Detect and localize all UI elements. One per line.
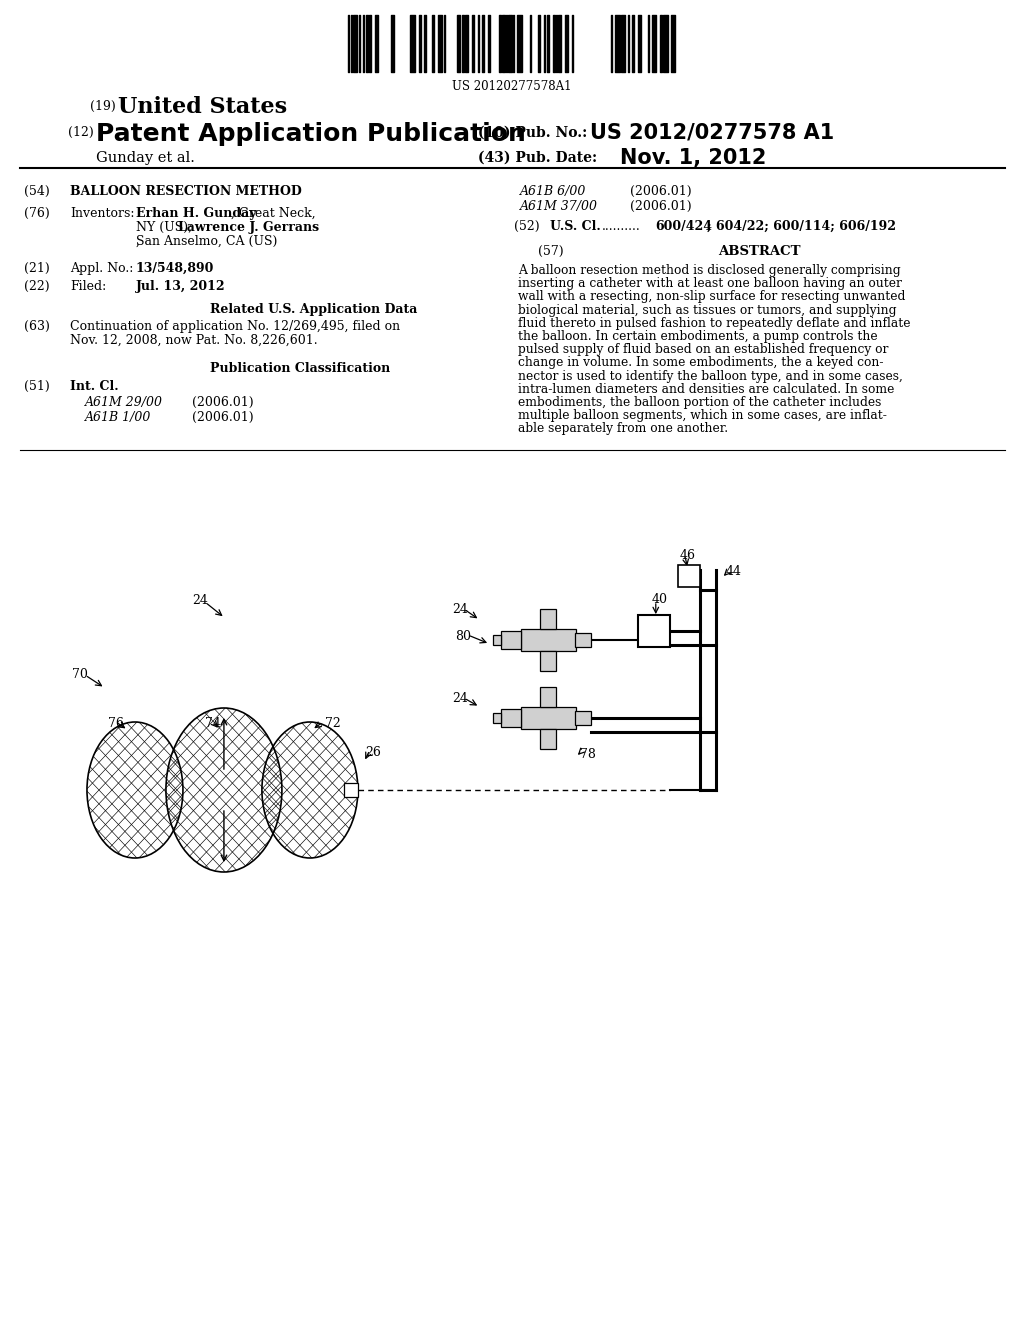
Text: inserting a catheter with at least one balloon having an outer: inserting a catheter with at least one b… xyxy=(518,277,902,290)
Text: ,: , xyxy=(136,235,140,248)
Text: fluid thereto in pulsed fashion to repeatedly deflate and inflate: fluid thereto in pulsed fashion to repea… xyxy=(518,317,910,330)
Text: A61M 29/00: A61M 29/00 xyxy=(85,396,163,409)
Text: embodiments, the balloon portion of the catheter includes: embodiments, the balloon portion of the … xyxy=(518,396,882,409)
Text: Int. Cl.: Int. Cl. xyxy=(70,380,119,393)
Text: (76): (76) xyxy=(24,207,50,220)
Text: A balloon resection method is disclosed generally comprising: A balloon resection method is disclosed … xyxy=(518,264,900,277)
Bar xyxy=(574,634,591,647)
Text: 70: 70 xyxy=(72,668,88,681)
Text: Publication Classification: Publication Classification xyxy=(210,362,390,375)
Text: BALLOON RESECTION METHOD: BALLOON RESECTION METHOD xyxy=(70,185,302,198)
Bar xyxy=(493,635,501,645)
Text: 13/548,890: 13/548,890 xyxy=(136,261,214,275)
Bar xyxy=(540,651,556,671)
Text: 76: 76 xyxy=(108,717,124,730)
Text: (2006.01): (2006.01) xyxy=(630,201,691,213)
Bar xyxy=(574,711,591,725)
Text: Erhan H. Gunday: Erhan H. Gunday xyxy=(136,207,256,220)
Bar xyxy=(678,565,699,587)
Text: 80: 80 xyxy=(455,630,471,643)
Text: 72: 72 xyxy=(325,717,341,730)
Text: (52): (52) xyxy=(514,220,540,234)
Text: (10) Pub. No.:: (10) Pub. No.: xyxy=(478,125,587,140)
Text: pulsed supply of fluid based on an established frequency or: pulsed supply of fluid based on an estab… xyxy=(518,343,888,356)
Text: Continuation of application No. 12/269,495, filed on: Continuation of application No. 12/269,4… xyxy=(70,319,400,333)
Text: (57): (57) xyxy=(538,246,563,257)
Text: Lawrence J. Gerrans: Lawrence J. Gerrans xyxy=(178,220,319,234)
Text: change in volume. In some embodiments, the a keyed con-: change in volume. In some embodiments, t… xyxy=(518,356,884,370)
Text: (2006.01): (2006.01) xyxy=(630,185,691,198)
Text: wall with a resecting, non-slip surface for resecting unwanted: wall with a resecting, non-slip surface … xyxy=(518,290,905,304)
Text: Appl. No.:: Appl. No.: xyxy=(70,261,133,275)
Text: (43) Pub. Date:: (43) Pub. Date: xyxy=(478,150,597,165)
Bar xyxy=(540,729,556,748)
Text: (2006.01): (2006.01) xyxy=(191,411,254,424)
Text: Related U.S. Application Data: Related U.S. Application Data xyxy=(210,304,418,315)
Text: nector is used to identify the balloon type, and in some cases,: nector is used to identify the balloon t… xyxy=(518,370,903,383)
Text: 46: 46 xyxy=(680,549,695,562)
Bar xyxy=(344,783,357,797)
Text: 26: 26 xyxy=(365,746,381,759)
Text: 40: 40 xyxy=(652,593,668,606)
Bar xyxy=(521,708,575,729)
Bar xyxy=(501,631,521,649)
Bar xyxy=(540,686,556,708)
Text: Jul. 13, 2012: Jul. 13, 2012 xyxy=(136,280,225,293)
Text: Patent Application Publication: Patent Application Publication xyxy=(96,121,526,147)
Bar xyxy=(521,630,575,651)
Text: NY (US);: NY (US); xyxy=(136,220,197,234)
Text: ABSTRACT: ABSTRACT xyxy=(719,246,801,257)
Text: 24: 24 xyxy=(191,594,208,607)
Bar xyxy=(493,713,501,723)
Text: 24: 24 xyxy=(452,692,468,705)
Text: (63): (63) xyxy=(24,319,50,333)
Text: intra-lumen diameters and densities are calculated. In some: intra-lumen diameters and densities are … xyxy=(518,383,894,396)
Text: 74: 74 xyxy=(205,717,221,730)
Text: , Great Neck,: , Great Neck, xyxy=(231,207,315,220)
Text: Filed:: Filed: xyxy=(70,280,106,293)
Ellipse shape xyxy=(87,722,183,858)
Ellipse shape xyxy=(262,722,357,858)
Text: San Anselmo, CA (US): San Anselmo, CA (US) xyxy=(136,235,278,248)
Text: Nov. 12, 2008, now Pat. No. 8,226,601.: Nov. 12, 2008, now Pat. No. 8,226,601. xyxy=(70,334,317,347)
Text: (54): (54) xyxy=(24,185,50,198)
Text: 24: 24 xyxy=(452,603,468,616)
Text: (51): (51) xyxy=(24,380,50,393)
Bar xyxy=(540,609,556,630)
Text: US 2012/0277578 A1: US 2012/0277578 A1 xyxy=(590,121,835,143)
Text: multiple balloon segments, which in some cases, are inflat-: multiple balloon segments, which in some… xyxy=(518,409,887,422)
Text: (19): (19) xyxy=(90,100,116,114)
Text: U.S. Cl.: U.S. Cl. xyxy=(550,220,600,234)
Text: biological material, such as tissues or tumors, and supplying: biological material, such as tissues or … xyxy=(518,304,896,317)
Text: ; 604/22; 600/114; 606/192: ; 604/22; 600/114; 606/192 xyxy=(707,220,896,234)
Ellipse shape xyxy=(166,708,282,873)
Text: Gunday et al.: Gunday et al. xyxy=(96,150,195,165)
Bar xyxy=(638,615,670,647)
Text: (21): (21) xyxy=(24,261,50,275)
Text: (12): (12) xyxy=(68,125,94,139)
Text: 78: 78 xyxy=(580,748,596,762)
Text: United States: United States xyxy=(118,96,287,117)
Text: (22): (22) xyxy=(24,280,49,293)
Text: 600/424: 600/424 xyxy=(654,220,712,234)
Text: 44: 44 xyxy=(726,565,741,578)
Text: US 20120277578A1: US 20120277578A1 xyxy=(452,81,571,92)
Bar xyxy=(501,709,521,727)
Text: (2006.01): (2006.01) xyxy=(191,396,254,409)
Text: able separately from one another.: able separately from one another. xyxy=(518,422,728,436)
Text: A61M 37/00: A61M 37/00 xyxy=(520,201,598,213)
Text: Nov. 1, 2012: Nov. 1, 2012 xyxy=(620,148,766,168)
Text: the balloon. In certain embodiments, a pump controls the: the balloon. In certain embodiments, a p… xyxy=(518,330,878,343)
Text: ..........: .......... xyxy=(602,220,641,234)
Text: A61B 6/00: A61B 6/00 xyxy=(520,185,586,198)
Text: A61B 1/00: A61B 1/00 xyxy=(85,411,152,424)
Text: Inventors:: Inventors: xyxy=(70,207,134,220)
